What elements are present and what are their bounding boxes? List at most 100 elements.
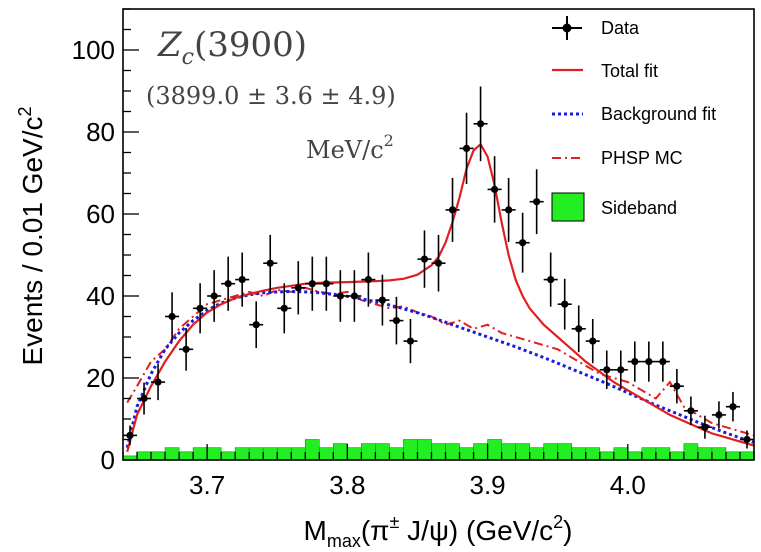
sideband-bar — [178, 451, 194, 461]
sideband-bar — [445, 443, 460, 461]
sideband-bar — [585, 447, 601, 461]
data-point — [697, 415, 712, 439]
sideband-bar — [361, 443, 376, 461]
sideband-bar — [557, 443, 573, 461]
legend-label: Data — [601, 18, 640, 38]
x-axis-title: Mmax(π± J/ψ) (GeV/c2) — [304, 512, 573, 551]
sideband-bar — [599, 451, 615, 461]
data-point — [655, 341, 670, 382]
legend-label: Background fit — [601, 104, 716, 124]
sideband-bar — [473, 443, 488, 461]
data-marker — [140, 394, 148, 403]
data-marker — [715, 411, 723, 419]
data-point — [739, 430, 754, 449]
sideband-bar — [683, 443, 699, 461]
sideband-bar — [613, 447, 629, 461]
sideband-bar — [304, 439, 320, 461]
data-point — [375, 274, 390, 326]
sideband-bar — [150, 451, 166, 461]
data-marker — [266, 259, 274, 267]
data-point — [221, 256, 236, 311]
sideband-bar — [417, 439, 432, 461]
sideband-bar — [164, 447, 180, 461]
data-marker — [462, 144, 471, 152]
y-tick-label: 60 — [86, 199, 115, 229]
sideband-bar — [725, 451, 741, 461]
data-point — [277, 283, 292, 334]
data-point — [683, 396, 698, 426]
sideband-bar — [319, 447, 334, 461]
data-marker — [701, 423, 709, 431]
data-marker — [645, 358, 653, 366]
data-point — [487, 156, 502, 223]
legend-entry-total-fit: Total fit — [552, 61, 658, 81]
sideband-bar — [403, 439, 418, 461]
data-point — [417, 230, 432, 288]
y-tick-label: 40 — [86, 281, 115, 311]
sideband-bar — [655, 447, 671, 461]
sideband-bar — [234, 447, 250, 461]
data-marker — [392, 317, 401, 325]
data-marker — [490, 185, 499, 193]
sideband-bar — [571, 447, 587, 461]
data-point — [361, 252, 376, 307]
data-marker — [350, 292, 358, 300]
data-marker — [378, 296, 387, 304]
data-point — [557, 278, 572, 330]
data-marker — [420, 255, 429, 263]
legend-entry-background-fit: Background fit — [552, 104, 716, 124]
total-fit-curve — [126, 142, 755, 453]
data-marker — [182, 345, 190, 353]
data-marker — [406, 337, 415, 345]
data-marker — [533, 198, 541, 206]
background-fit-curve — [125, 289, 755, 449]
sideband-bar — [543, 443, 558, 461]
data-point — [599, 350, 614, 390]
data-point — [445, 177, 460, 242]
sideband-bar — [697, 447, 713, 461]
data-point — [347, 270, 362, 322]
x-tick-label: 3.7 — [189, 470, 225, 500]
data-point — [669, 368, 684, 404]
data-marker — [561, 300, 569, 308]
data-marker — [448, 206, 457, 214]
data-marker — [224, 280, 232, 288]
sideband-bar — [276, 447, 292, 461]
data-marker — [322, 280, 330, 288]
sideband-bar — [375, 443, 390, 461]
mass-unit-label: MeV/c2 — [306, 131, 394, 164]
data-marker — [196, 304, 204, 312]
data-marker — [603, 366, 611, 374]
sideband-bar — [136, 451, 152, 461]
data-point — [459, 112, 474, 185]
data-point — [725, 391, 740, 422]
data-marker — [631, 358, 639, 366]
data-point — [123, 425, 138, 446]
data-point — [249, 301, 264, 349]
sideband-bar — [248, 447, 264, 461]
data-point — [403, 318, 418, 364]
data-point — [291, 261, 306, 315]
data-marker — [154, 378, 162, 386]
data-point — [137, 382, 152, 415]
data-point — [571, 305, 586, 353]
data-point — [333, 270, 348, 322]
data-marker — [743, 435, 751, 444]
sideband-bar — [262, 447, 278, 461]
sideband-bar — [641, 447, 657, 461]
data-marker — [729, 403, 737, 411]
legend-entry-data: Data — [552, 16, 640, 40]
y-tick-label: 0 — [101, 445, 115, 475]
sideband-bar — [192, 447, 208, 461]
data-marker — [308, 280, 316, 288]
sideband-bar — [739, 451, 755, 461]
sideband-bar — [529, 447, 544, 461]
data-point — [319, 256, 334, 311]
legend-label: Total fit — [601, 61, 658, 81]
data-marker — [476, 120, 485, 128]
data-point — [151, 364, 166, 401]
data-point — [515, 212, 530, 273]
data-marker — [659, 358, 667, 366]
data-marker — [126, 431, 134, 439]
